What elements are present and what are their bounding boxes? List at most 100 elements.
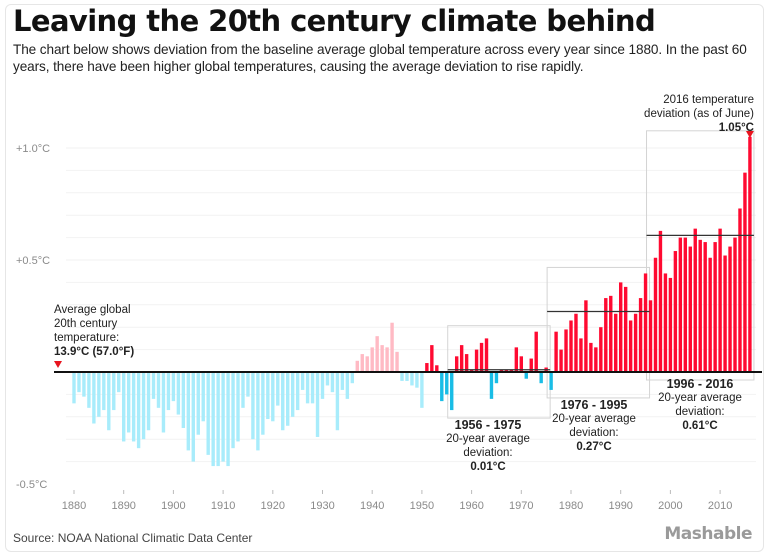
bar-1959 xyxy=(464,354,469,372)
bar-1964 xyxy=(489,372,494,399)
bar-1985 xyxy=(594,347,598,372)
bar-1912 xyxy=(231,372,235,449)
bar-1910 xyxy=(221,372,225,462)
bar-1882 xyxy=(82,372,86,397)
x-tick-label: 2000 xyxy=(658,500,682,512)
chart-title: Leaving the 20th century climate behind xyxy=(13,4,656,38)
x-tick-label: 2010 xyxy=(708,500,732,512)
latest-annotation-value: 1.05°C xyxy=(718,122,754,134)
bar-1881 xyxy=(77,372,81,393)
period-range: 1996 - 2016 xyxy=(666,377,734,391)
bar-1984 xyxy=(589,342,593,372)
bar-1976 xyxy=(549,372,553,390)
bar-1973 xyxy=(534,331,538,372)
bar-2009 xyxy=(713,242,717,372)
bar-1898 xyxy=(161,372,166,433)
period-value: 0.01°C xyxy=(470,461,506,473)
bar-1929 xyxy=(315,372,320,437)
bar-1883 xyxy=(87,372,91,408)
bar-1994 xyxy=(638,298,643,372)
bar-1968 xyxy=(509,369,514,372)
bar-1996 xyxy=(648,300,653,372)
bar-1980 xyxy=(569,320,573,372)
bar-1995 xyxy=(643,273,648,372)
period-label: deviation: xyxy=(569,427,619,439)
x-tick-label: 1880 xyxy=(62,500,86,512)
bar-1896 xyxy=(151,372,156,399)
period-value: 0.61°C xyxy=(682,420,718,432)
baseline-annotation: Average global 20th century temperature:… xyxy=(54,303,134,359)
bar-1997 xyxy=(653,257,658,372)
period-label: deviation: xyxy=(675,406,725,418)
x-tick-label: 1930 xyxy=(310,500,334,512)
bar-1952 xyxy=(430,345,434,372)
bar-1908 xyxy=(211,372,215,467)
bar-1992 xyxy=(628,320,633,372)
bar-1963 xyxy=(484,338,489,372)
baseline-marker-icon xyxy=(54,361,62,368)
x-tick-label: 1950 xyxy=(410,500,434,512)
bar-1917 xyxy=(256,372,260,451)
bar-1887 xyxy=(107,372,111,431)
bar-1906 xyxy=(201,372,205,422)
bar-1924 xyxy=(290,372,295,417)
bar-1885 xyxy=(97,372,101,417)
period-annotation-1976-1995: 1976 - 1995 20-year average deviation: 0… xyxy=(539,398,649,454)
bar-1978 xyxy=(559,349,563,372)
period-range: 1956 - 1975 xyxy=(454,418,522,432)
bar-1946 xyxy=(400,372,404,381)
y-tick-label: +0.5°C xyxy=(16,255,50,267)
bar-1937 xyxy=(355,360,359,372)
baseline-annotation-line1: Average global xyxy=(54,304,131,316)
bar-1940 xyxy=(370,347,374,372)
bar-1977 xyxy=(554,331,558,372)
bar-1923 xyxy=(286,372,290,426)
bar-2004 xyxy=(688,246,692,372)
bar-1890 xyxy=(122,372,126,442)
bar-1904 xyxy=(191,372,195,462)
bar-1943 xyxy=(385,347,389,372)
period-box xyxy=(646,130,755,381)
latest-annotation: 2016 temperature deviation (as of June) … xyxy=(644,93,754,135)
latest-marker-icon xyxy=(745,131,754,138)
period-range: 1976 - 1995 xyxy=(560,398,628,412)
baseline-annotation-line2: 20th century xyxy=(54,318,118,330)
bar-1970 xyxy=(519,356,523,372)
bar-1902 xyxy=(181,372,186,428)
bar-1998 xyxy=(658,230,663,372)
bar-1900 xyxy=(171,372,176,402)
bar-2016 xyxy=(748,136,752,372)
bar-1957 xyxy=(454,356,459,372)
bar-1894 xyxy=(141,372,146,440)
chart-subtitle: The chart below shows deviation from the… xyxy=(13,42,747,74)
bar-1953 xyxy=(435,365,439,372)
x-tick-label: 1920 xyxy=(261,500,285,512)
bar-1939 xyxy=(365,356,369,372)
bar-1966 xyxy=(499,369,504,372)
bar-1911 xyxy=(226,372,230,467)
bar-1888 xyxy=(112,372,116,411)
chart-card xyxy=(5,4,764,552)
bar-1974 xyxy=(539,372,543,384)
bar-1907 xyxy=(206,372,210,455)
bar-2002 xyxy=(678,237,683,372)
x-tick-label: 1900 xyxy=(161,500,185,512)
bar-1969 xyxy=(514,347,519,372)
bar-1947 xyxy=(405,372,409,381)
bar-1942 xyxy=(380,345,384,372)
bar-1950 xyxy=(420,372,424,408)
bar-1986 xyxy=(599,327,603,372)
bar-2010 xyxy=(718,228,722,372)
bar-1956 xyxy=(450,372,454,411)
bar-2000 xyxy=(668,277,673,372)
bar-1892 xyxy=(131,372,136,442)
bar-1999 xyxy=(663,273,668,372)
bar-1899 xyxy=(166,372,171,411)
bar-1955 xyxy=(445,372,449,395)
x-tick-label: 1990 xyxy=(608,500,632,512)
bar-1987 xyxy=(604,298,608,372)
bar-1895 xyxy=(146,372,151,431)
brand-logo: Mashable xyxy=(664,524,752,544)
period-value: 0.27°C xyxy=(576,441,612,453)
bar-1993 xyxy=(633,313,638,372)
